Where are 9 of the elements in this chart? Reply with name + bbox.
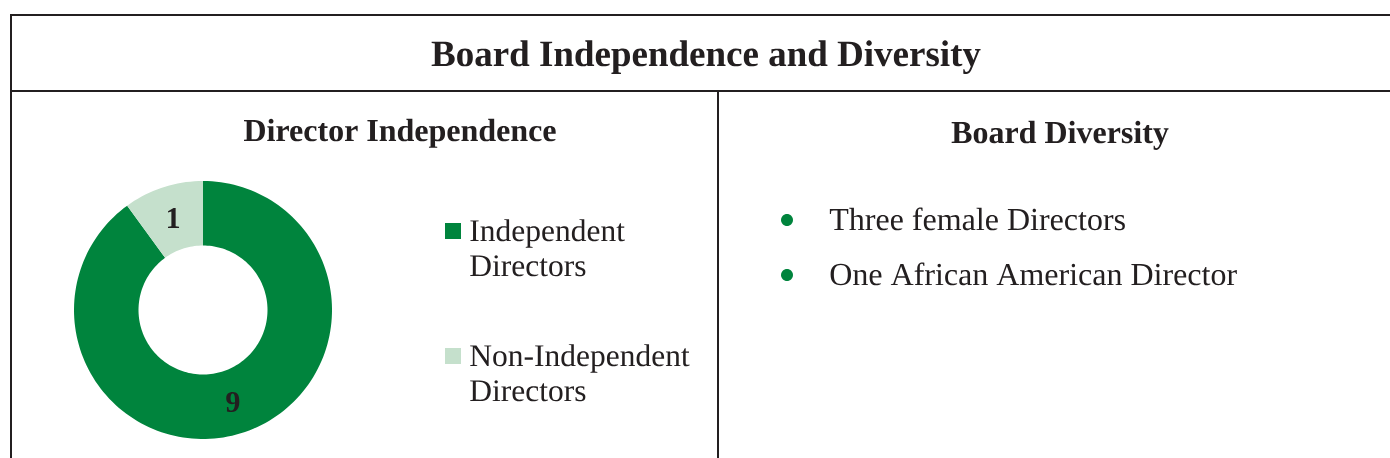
chart-title: Director Independence: [244, 118, 556, 148]
text: Board Independence and Diversity: [431, 40, 981, 74]
legend-label: Non-Independent Directors: [470, 344, 690, 402]
legend-label: Independent Directors: [470, 219, 625, 277]
text: One African American Director: [830, 262, 1237, 286]
data-label: 1: [168, 208, 180, 228]
text: Three female Directors: [829, 207, 1125, 231]
text: Board Diversity: [951, 120, 1169, 150]
data-label: 9: [226, 391, 240, 413]
